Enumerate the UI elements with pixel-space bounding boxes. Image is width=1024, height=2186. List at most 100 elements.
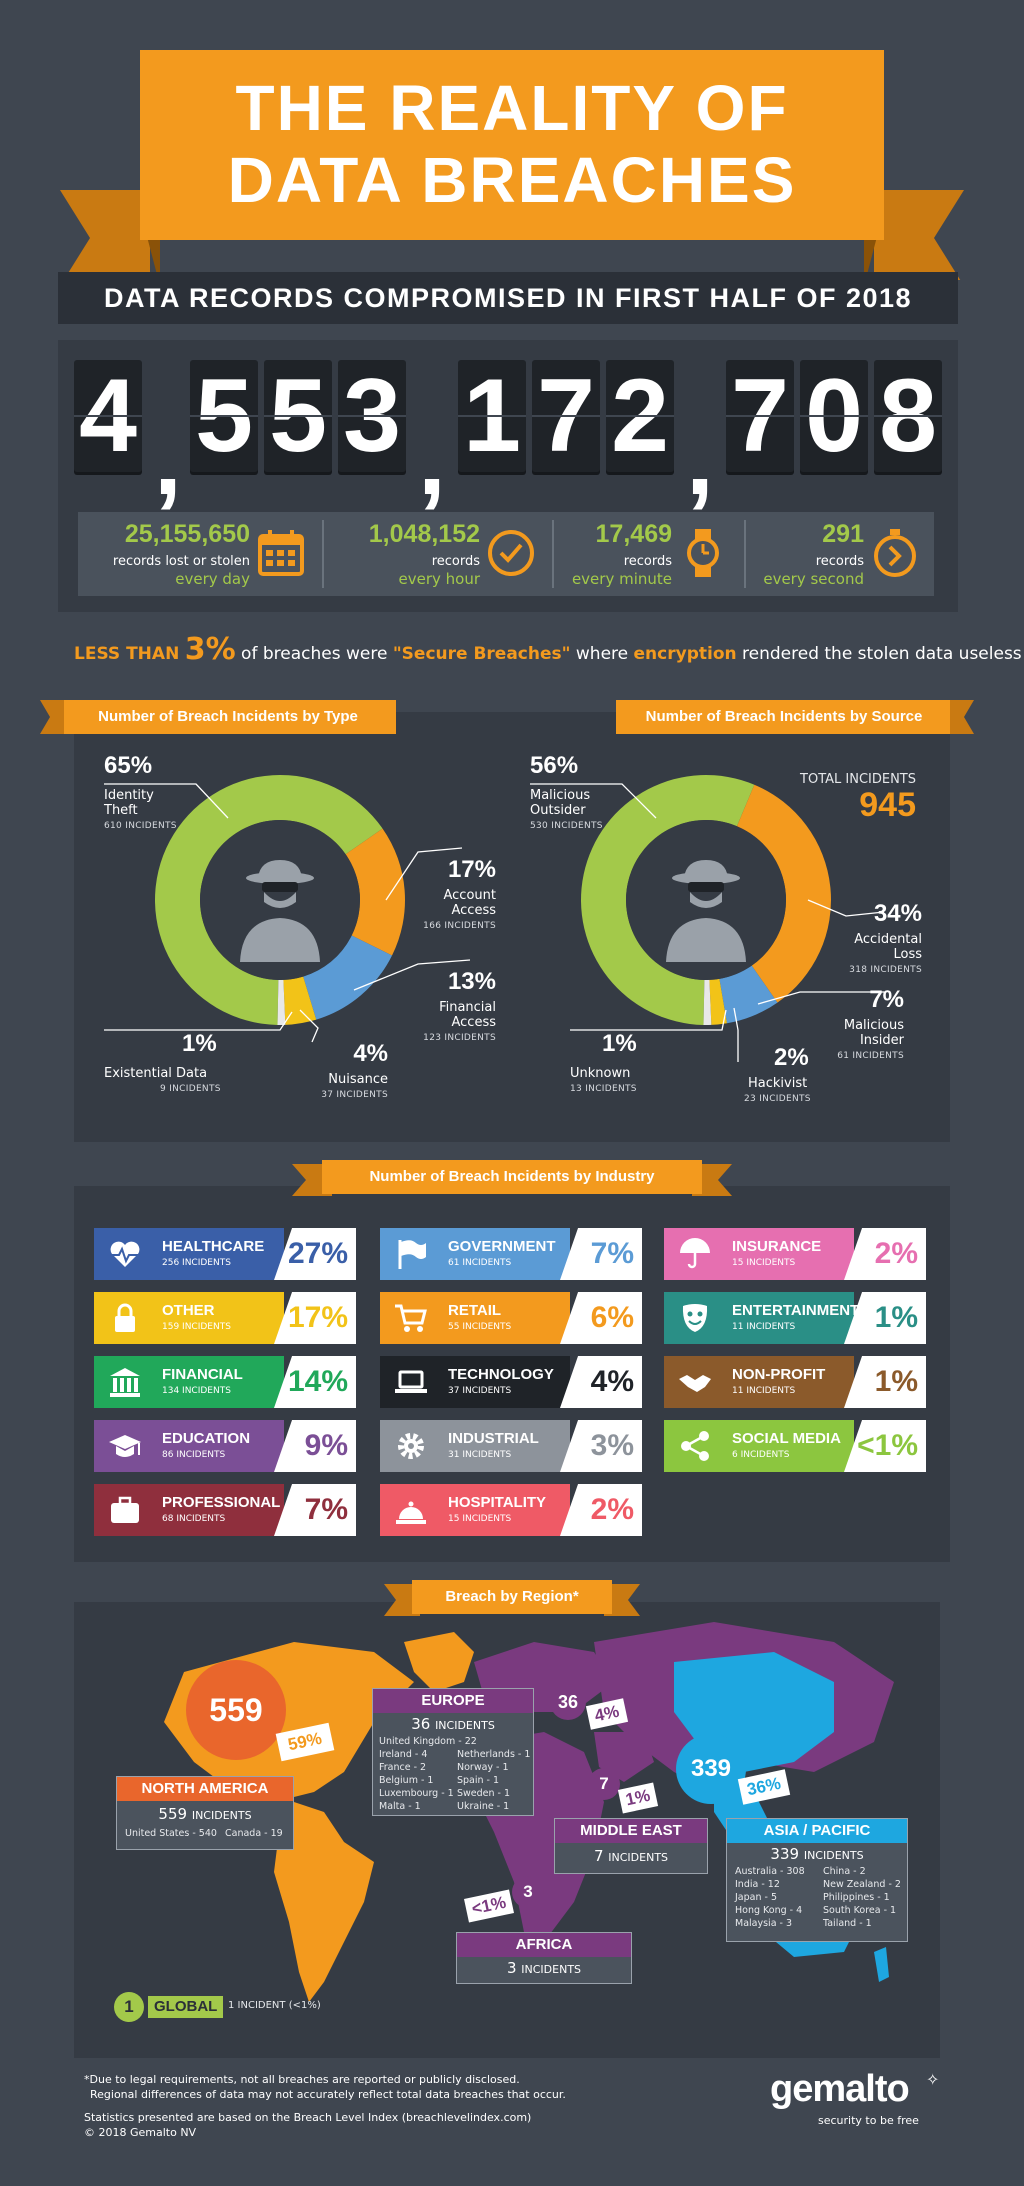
rate-second-value: 291	[822, 520, 864, 548]
region-list-item: Ireland - 4	[379, 1749, 428, 1760]
industry-name: OTHER	[162, 1302, 215, 1319]
middle-east-box: MIDDLE EAST 7 INCIDENTS	[554, 1818, 708, 1874]
region-list-item: New Zealand - 2	[823, 1879, 901, 1890]
total-incidents-value: 945	[859, 786, 916, 824]
global-label: GLOBAL	[148, 1996, 224, 2018]
counter-digit: 2	[606, 360, 674, 472]
region-list-item: France - 2	[379, 1762, 427, 1773]
logo-sparkle-icon: ✧	[926, 2070, 940, 2089]
rate-minute-unit: every minute	[571, 570, 672, 588]
rate-day-label: records lost or stolen	[112, 554, 250, 569]
industry-name: INSURANCE	[732, 1238, 822, 1255]
secure-text-3: rendered the stolen data useless	[742, 644, 1022, 664]
region-list-item: Hong Kong - 4	[735, 1905, 803, 1916]
industry-tile-retail: RETAIL 55 INCIDENTS 6%	[380, 1292, 642, 1344]
asia-pacific-list-col2: China - 2 New Zealand - 2 Philippines - 1 S…	[823, 1865, 901, 1930]
rate-hour: 1,048,152 records every hour	[324, 512, 550, 596]
industry-pct: 14%	[274, 1356, 356, 1408]
industry-tile-hospitality: HOSPITALITY 15 INCIDENTS 2%	[380, 1484, 642, 1536]
source-accidental-name2: Loss	[893, 947, 922, 962]
africa-box: AFRICA 3 INCIDENTS	[456, 1932, 632, 1984]
counter-digit: 0	[800, 360, 868, 472]
rate-hour-unit: every hour	[398, 570, 480, 588]
title-line-1: THE REALITY OF	[235, 72, 789, 144]
secure-text-1: of breaches were	[241, 644, 388, 664]
industry-pct: 1%	[844, 1292, 926, 1344]
industry-incidents: 15 INCIDENTS	[732, 1258, 796, 1268]
asia-pacific-list-col1: Australia - 308 India - 12 Japan - 5 Hong K…	[735, 1865, 805, 1930]
source-unknown-pct: 1%	[602, 1030, 637, 1057]
type-account-name2: Access	[451, 903, 496, 918]
industry-incidents: 256 INCIDENTS	[162, 1258, 231, 1268]
type-account-pct: 17%	[447, 856, 496, 883]
counter-digit: 1	[458, 360, 526, 472]
counter-separator: ,	[418, 404, 446, 516]
watch-icon	[687, 529, 719, 577]
industry-incidents: 31 INCIDENTS	[448, 1450, 512, 1460]
source-hackivist-name: Hackivist	[748, 1076, 808, 1091]
rate-second-label: records	[815, 554, 864, 569]
source-accidental-incidents: 318 INCIDENTS	[849, 965, 922, 975]
europe-count: 36	[411, 1715, 431, 1733]
source-donut-chart	[581, 775, 831, 1025]
industry-incidents: 6 INCIDENTS	[732, 1450, 790, 1460]
type-heading: Number of Breach Incidents by Type	[60, 700, 396, 734]
type-slice-0	[155, 775, 383, 1025]
europe-inc-label: INCIDENTS	[435, 1719, 495, 1732]
region-list-item: Spain - 1	[457, 1775, 500, 1786]
footer-note-1: *Due to legal requirements, not all brea…	[84, 2073, 520, 2086]
secure-breaches-note: LESS THAN 3% of breaches were "Secure Br…	[74, 632, 1022, 667]
industry-incidents: 15 INCIDENTS	[448, 1514, 512, 1524]
europe-list-col2: Netherlands - 1 Norway - 1 Spain - 1 Sweden…	[457, 1748, 530, 1813]
industry-incidents: 68 INCIDENTS	[162, 1514, 226, 1524]
region-list-item: Australia - 308	[735, 1866, 805, 1877]
north-america-title: NORTH AMERICA	[117, 1777, 293, 1801]
industry-tile-insurance: INSURANCE 15 INCIDENTS 2%	[664, 1228, 926, 1280]
industry-name: TECHNOLOGY	[448, 1366, 554, 1383]
bank-icon	[110, 1368, 140, 1397]
source-accidental-name1: Accidental	[854, 932, 922, 947]
africa-count: 3	[506, 1959, 517, 1977]
industry-incidents: 37 INCIDENTS	[448, 1386, 512, 1396]
region-list-item: India - 12	[735, 1879, 780, 1890]
middle-east-inc-label: INCIDENTS	[608, 1851, 669, 1864]
north-america-count: 559	[158, 1805, 188, 1823]
asia-pacific-box: ASIA / PACIFIC 339 INCIDENTS Australia -…	[726, 1818, 908, 1942]
rate-second: 291 records every second	[746, 512, 934, 596]
industry-tile-non-profit: NON-PROFIT 11 INCIDENTS 1%	[664, 1356, 926, 1408]
rate-second-unit: every second	[763, 570, 864, 588]
theater-mask-icon	[682, 1304, 708, 1332]
region-list-item: China - 2	[823, 1866, 866, 1877]
industry-tile-entertainment: ENTERTAINMENT 11 INCIDENTS 1%	[664, 1292, 926, 1344]
rate-hour-value: 1,048,152	[368, 520, 480, 548]
source-slice-4	[703, 979, 712, 1025]
europe-box: EUROPE 36 INCIDENTS United Kingdom - 22 I…	[372, 1688, 534, 1816]
industry-pct: 7%	[560, 1228, 642, 1280]
industry-pct: 4%	[560, 1356, 642, 1408]
hacker-icon	[240, 860, 320, 962]
rate-minute: 17,469 records every minute	[554, 512, 742, 596]
laptop-icon	[395, 1370, 427, 1393]
industry-name: FINANCIAL	[162, 1366, 243, 1383]
industry-incidents: 11 INCIDENTS	[732, 1322, 796, 1332]
rate-day: 25,155,650 records lost or stolen every …	[78, 512, 320, 596]
shopping-cart-icon	[395, 1304, 427, 1332]
industry-tile-professional: PROFESSIONAL 68 INCIDENTS 7%	[94, 1484, 356, 1536]
europe-list-col1: United Kingdom - 22 Ireland - 4 France - 2…	[379, 1735, 477, 1813]
hacker-icon	[666, 860, 746, 962]
region-heading: Breach by Region*	[412, 1580, 612, 1614]
handshake-icon	[679, 1375, 711, 1392]
industry-heading: Number of Breach Incidents by Industry	[322, 1160, 702, 1194]
industry-name: RETAIL	[448, 1302, 502, 1319]
region-list-item: South Korea - 1	[823, 1905, 897, 1916]
type-slice-1	[345, 828, 405, 956]
type-nuisance-pct: 4%	[353, 1040, 388, 1067]
source-insider-incidents: 61 INCIDENTS	[837, 1051, 904, 1061]
source-insider-name2: Insider	[859, 1033, 904, 1048]
source-outsider-name2: Outsider	[530, 803, 586, 818]
rate-day-unit: every day	[175, 570, 250, 588]
industry-tile-government: GOVERNMENT 61 INCIDENTS 7%	[380, 1228, 642, 1280]
counter-separator: ,	[686, 404, 714, 516]
industry-name: SOCIAL MEDIA	[732, 1430, 841, 1447]
asia-pacific-title: ASIA / PACIFIC	[727, 1819, 907, 1843]
